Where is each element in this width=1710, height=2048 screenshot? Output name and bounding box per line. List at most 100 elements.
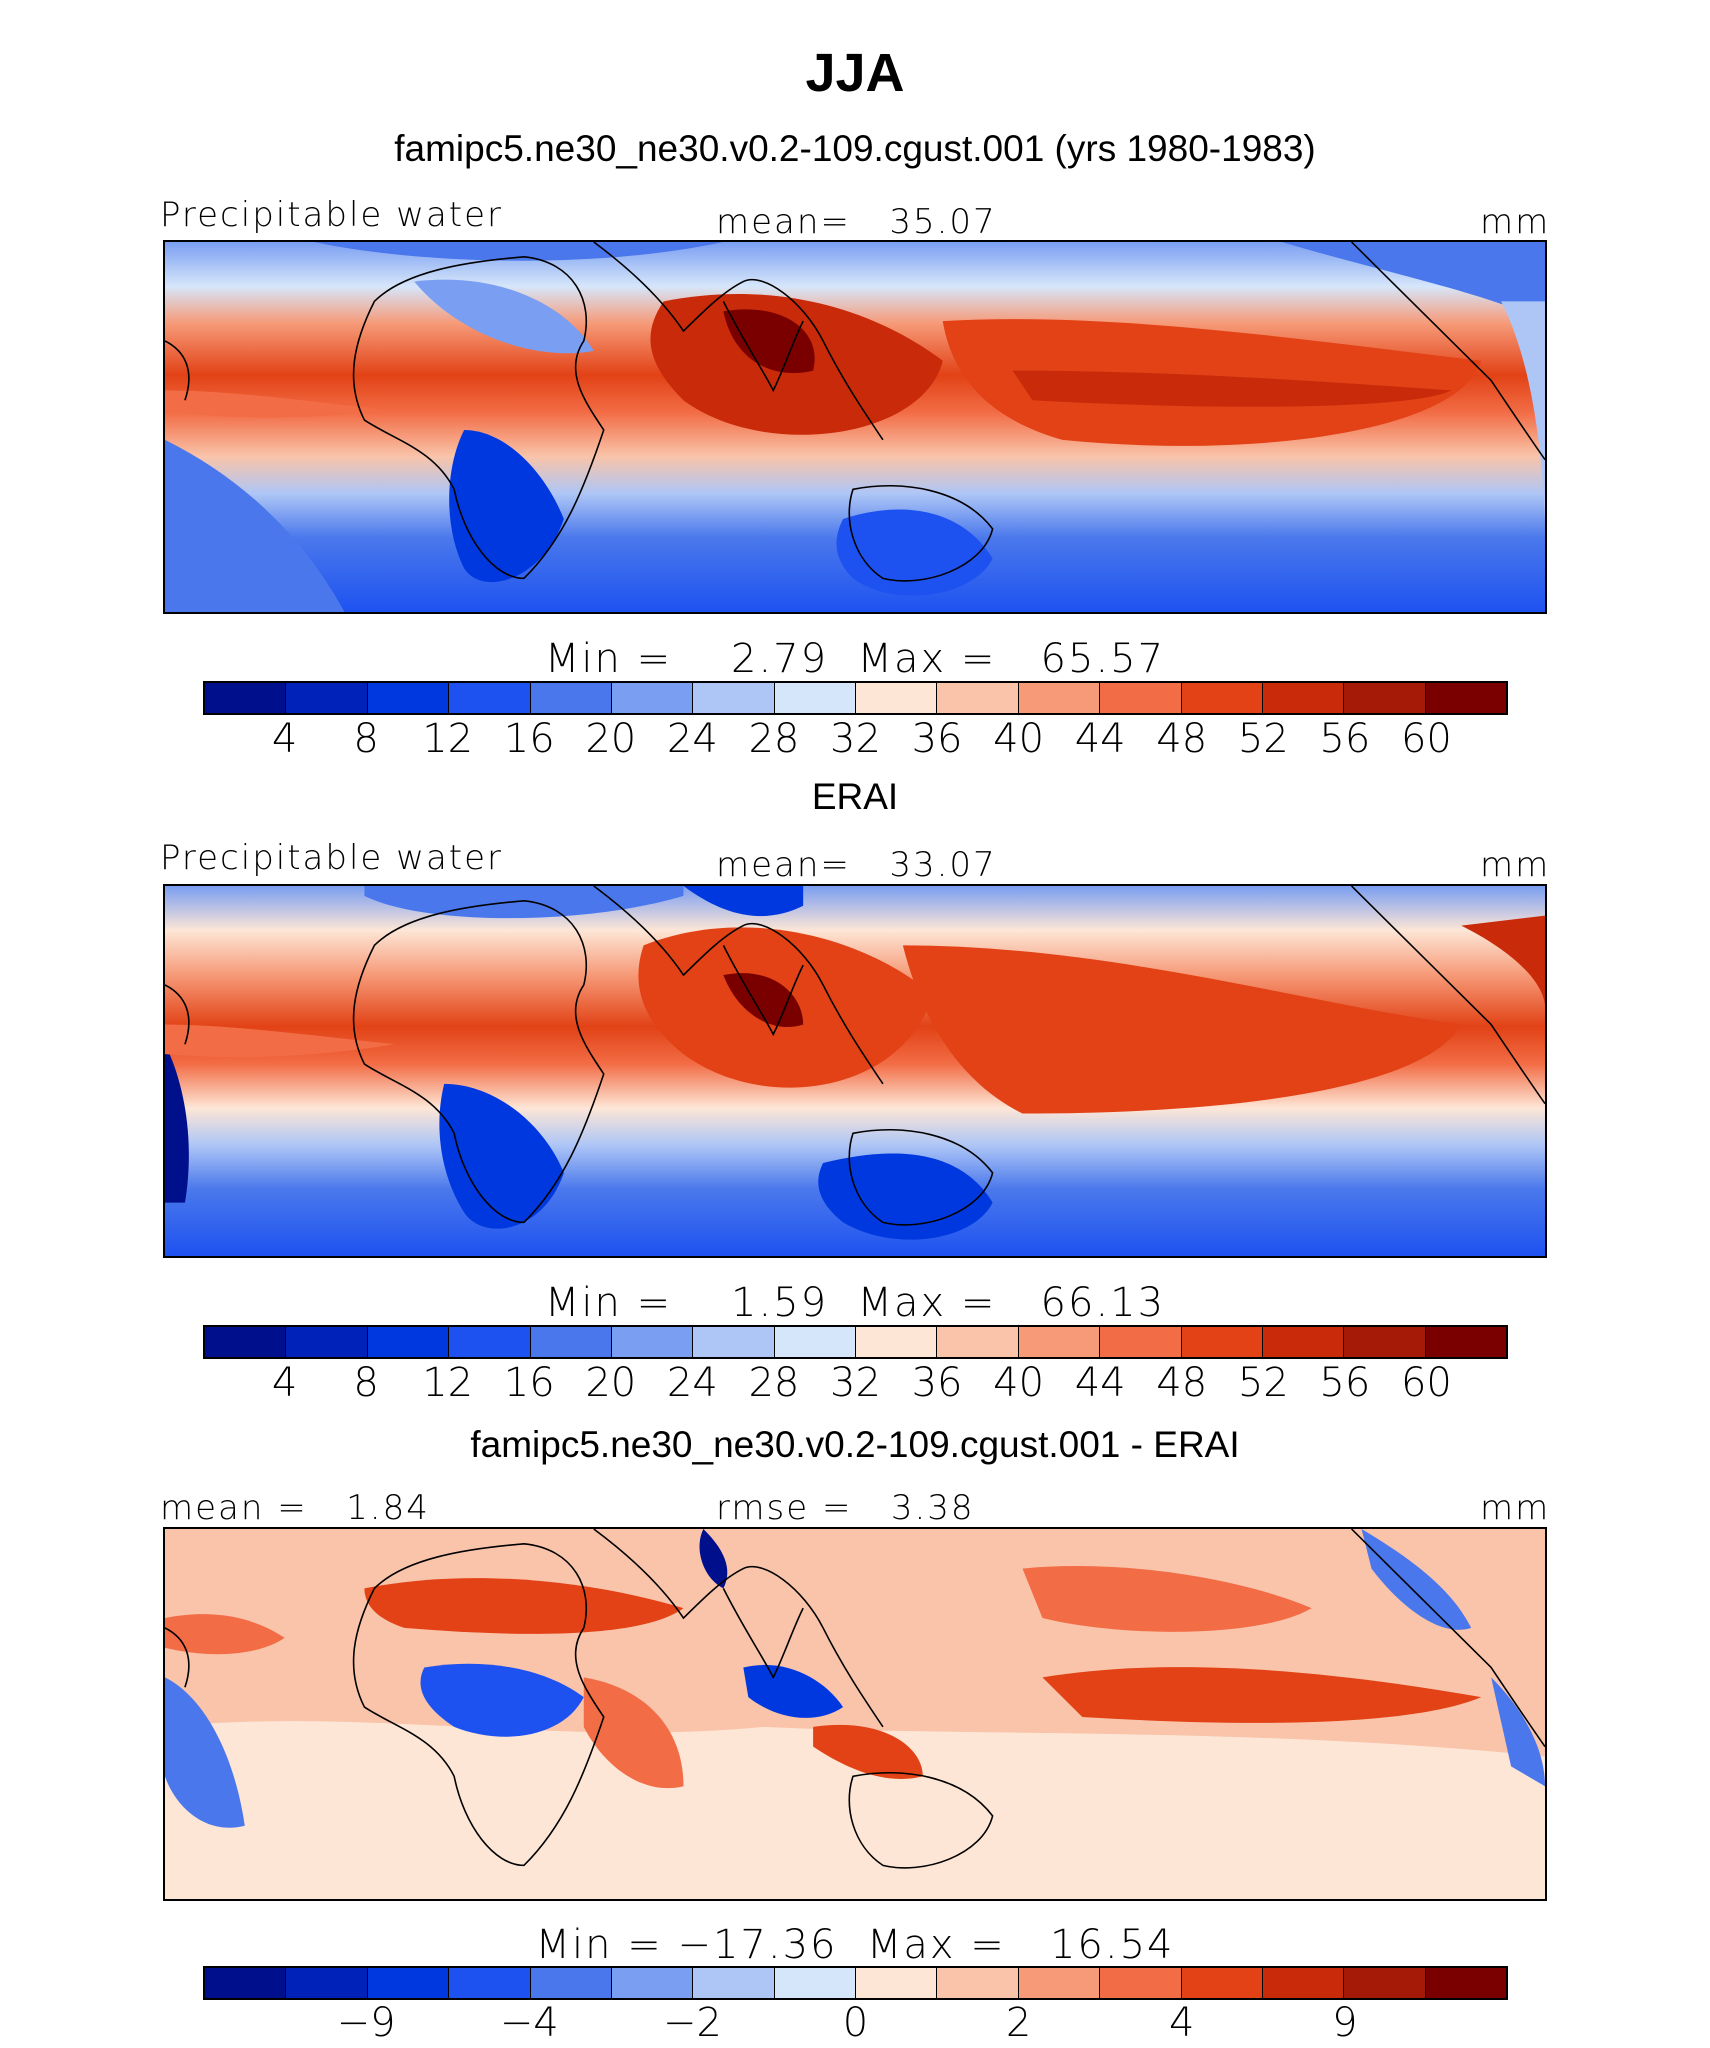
panel2-colorbar-tick-label: 8 [353, 1360, 379, 1406]
panel2-colorbar-swatch [449, 1327, 531, 1357]
panel3-colorbar-swatch [286, 1968, 368, 1998]
panel1-colorbar-swatch [286, 683, 368, 713]
panel2-colorbar-tick-label: 28 [748, 1360, 800, 1406]
panel1-colorbar-tick-label: 24 [666, 716, 718, 762]
panel3-colorbar-swatch [774, 1968, 856, 1998]
panel1-colorbar-swatch [611, 683, 694, 713]
panel2-colorbar-tick-label: 32 [830, 1360, 881, 1406]
panel2-colorbar-tick-label: 56 [1319, 1360, 1371, 1406]
panel2-colorbar-swatch [367, 1327, 450, 1357]
panel2-colorbar-tick-label: 52 [1237, 1360, 1289, 1406]
panel1-colorbar-swatch [530, 683, 612, 713]
panel1-colorbar-tick-label: 60 [1400, 716, 1452, 762]
panel2-colorbar-swatch [856, 1327, 938, 1357]
panel2-coastlines [165, 886, 1545, 1226]
panel1-colorbar-tick-label: 32 [830, 716, 881, 762]
panel3-colorbar [203, 1966, 1508, 2000]
panel2-colorbar-swatch [286, 1327, 368, 1357]
panel2-colorbar-tick-label: 60 [1400, 1360, 1452, 1406]
panel3-coastlines [165, 1529, 1545, 1869]
panel1-units-label: mm [1480, 202, 1551, 242]
panel1-map-svg [165, 242, 1545, 612]
panel3-colorbar-swatch [449, 1968, 531, 1998]
panel1-colorbar-tick-label: 16 [503, 716, 555, 762]
panel2-colorbar-tick-label: 4 [271, 1360, 298, 1406]
panel2-colorbar [203, 1325, 1508, 1359]
panel3-colorbar-swatch [856, 1968, 938, 1998]
panel1-colorbar-tick-label: 28 [748, 716, 800, 762]
panel1-colorbar-swatch [1344, 683, 1426, 713]
panel2-colorbar-swatch [774, 1327, 856, 1357]
panel3-colorbar-tick-label: 0 [842, 2000, 869, 2046]
panel3-colorbar-tick-label: 4 [1169, 2000, 1195, 2046]
panel3-colorbar-swatch [1181, 1968, 1263, 1998]
panel1-minmax: Min = 2.79 Max = 65.57 [544, 636, 1166, 682]
panel1-coastlines [165, 242, 1545, 582]
panel1-colorbar-swatch [449, 683, 531, 713]
panel2-colorbar-swatch [1181, 1327, 1263, 1357]
panel3-colorbar-swatch [611, 1968, 694, 1998]
panel1-colorbar-tick-label: 20 [585, 716, 637, 762]
panel1-variable-label: Precipitable water [160, 195, 504, 235]
panel3-colorbar-tick-label: 9 [1332, 2000, 1358, 2046]
panel2-colorbar-swatch [1100, 1327, 1182, 1357]
panel3-colorbar-swatch [1425, 1968, 1506, 1998]
panel2-colorbar-swatch [205, 1327, 287, 1357]
panel2-colorbar-swatch [1425, 1327, 1506, 1357]
panel1-colorbar-tick-label: 44 [1074, 716, 1126, 762]
panel2-colorbar-swatch [611, 1327, 694, 1357]
panel2-colorbar-tick-label: 20 [585, 1360, 637, 1406]
panel1-colorbar-tick-label: 12 [422, 716, 474, 762]
panel3-colorbar-ticks: −9 −4 −2 0 2 4 9 [203, 2000, 1508, 2046]
panel3-mean-label: mean = 1.84 [160, 1488, 430, 1528]
panel1-colorbar-tick-label: 48 [1156, 716, 1208, 762]
panel3-map [163, 1527, 1547, 1901]
panel2-colorbar-swatch [1018, 1327, 1101, 1357]
panel3-rmse-label: rmse = 3.38 [716, 1488, 975, 1528]
panel2-map [163, 884, 1547, 1258]
panel2-mean-label: mean= 33.07 [716, 845, 997, 885]
panel3-minmax: Min = −17.36 Max = 16.54 [535, 1922, 1175, 1968]
panel1-colorbar-swatch [937, 683, 1019, 713]
panel2-colorbar-swatch [530, 1327, 612, 1357]
panel2-colorbar-tick-label: 24 [666, 1360, 718, 1406]
panel1-colorbar-swatch [774, 683, 856, 713]
panel2-colorbar-tick-label: 16 [503, 1360, 555, 1406]
panel1-colorbar-swatch [1181, 683, 1263, 713]
panel3-colorbar-swatch [1100, 1968, 1182, 1998]
panel2-colorbar-swatch [693, 1327, 775, 1357]
panel2-minmax: Min = 1.59 Max = 66.13 [544, 1280, 1166, 1326]
panel3-colorbar-swatch [530, 1968, 612, 1998]
panel1-colorbar-swatch [1018, 683, 1101, 713]
panel1-colorbar-tick-label: 40 [993, 716, 1045, 762]
panel2-header: ERAI [811, 776, 899, 817]
panel2-colorbar-tick-label: 44 [1074, 1360, 1126, 1406]
panel3-colorbar-tick-label: −2 [662, 2000, 722, 2046]
panel3-colorbar-swatch [937, 1968, 1019, 1998]
panel3-colorbar-tick-label: 2 [1005, 2000, 1032, 2046]
panel2-colorbar-swatch [937, 1327, 1019, 1357]
panel3-colorbar-swatch [367, 1968, 450, 1998]
panel1-colorbar-tick-label: 8 [353, 716, 379, 762]
panel1-colorbar-swatch [367, 683, 450, 713]
panel1-colorbar [203, 681, 1508, 715]
panel1-map [163, 240, 1547, 614]
panel1-colorbar-swatch [1262, 683, 1345, 713]
panel3-colorbar-swatch [1262, 1968, 1345, 1998]
panel3-map-svg [165, 1529, 1545, 1899]
panel2-variable-label: Precipitable water [160, 838, 504, 878]
panel1-colorbar-tick-label: 52 [1237, 716, 1289, 762]
panel1-colorbar-tick-label: 36 [911, 716, 963, 762]
panel2-map-svg [165, 886, 1545, 1256]
panel3-colorbar-tick-label: −4 [499, 2000, 559, 2046]
panel3-colorbar-swatch [1344, 1968, 1426, 1998]
panel3-units-label: mm [1480, 1488, 1551, 1528]
panel3-header: famipc5.ne30_ne30.v0.2-109.cgust.001 - E… [470, 1424, 1240, 1465]
panel1-colorbar-tick-label: 56 [1319, 716, 1371, 762]
panel1-colorbar-tick-label: 4 [271, 716, 298, 762]
panel2-colorbar-tick-label: 40 [993, 1360, 1045, 1406]
panel2-colorbar-swatch [1344, 1327, 1426, 1357]
panel2-units-label: mm [1480, 845, 1551, 885]
panel1-colorbar-swatch [205, 683, 287, 713]
panel1-colorbar-swatch [856, 683, 938, 713]
